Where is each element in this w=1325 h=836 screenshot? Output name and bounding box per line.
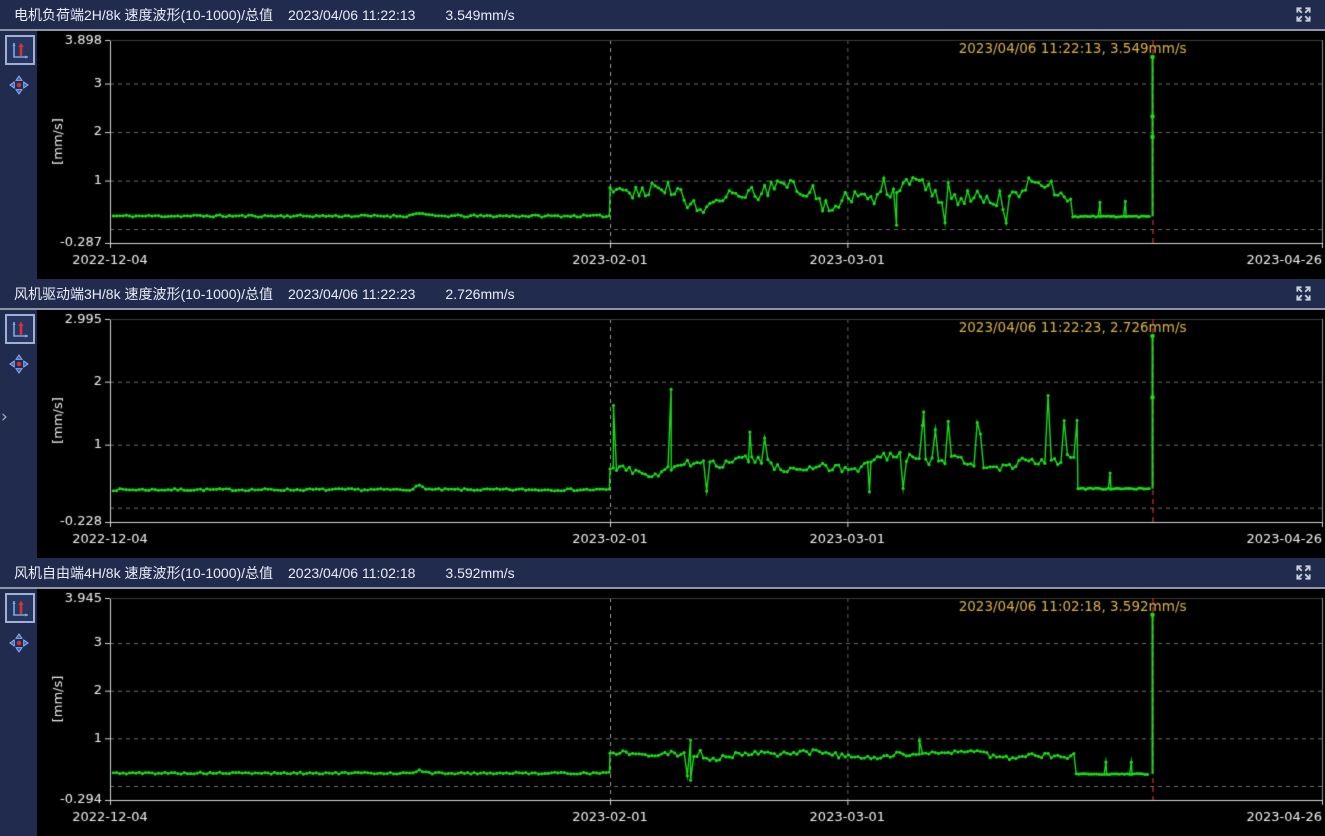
chart-panel-3: 风机自由端4H/8k 速度波形(10-1000)/总值 2023/04/06 1…	[0, 558, 1325, 836]
cursor-value: 2.726mm/s	[445, 285, 515, 302]
channel-title: 风机自由端4H/8k 速度波形(10-1000)/总值	[14, 564, 274, 581]
channel-title: 电机负荷端2H/8k 速度波形(10-1000)/总值	[14, 6, 274, 23]
pan-icon[interactable]	[9, 75, 29, 95]
chart-header: 风机驱动端3H/8k 速度波形(10-1000)/总值 2023/04/06 1…	[0, 279, 1325, 310]
pan-icon[interactable]	[9, 633, 29, 653]
autoscale-axis-button[interactable]	[5, 314, 35, 344]
chart-header: 电机负荷端2H/8k 速度波形(10-1000)/总值 2023/04/06 1…	[0, 0, 1325, 31]
autoscale-axis-button[interactable]	[5, 593, 35, 623]
trend-chart-canvas[interactable]	[37, 310, 1325, 558]
chart-body	[0, 31, 1325, 279]
pan-icon[interactable]	[9, 354, 29, 374]
cursor-timestamp: 2023/04/06 11:22:23	[288, 285, 416, 302]
channel-title: 风机驱动端3H/8k 速度波形(10-1000)/总值	[14, 285, 274, 302]
chart-header: 风机自由端4H/8k 速度波形(10-1000)/总值 2023/04/06 1…	[0, 558, 1325, 589]
cursor-value: 3.592mm/s	[445, 564, 515, 581]
chart-panel-1: 电机负荷端2H/8k 速度波形(10-1000)/总值 2023/04/06 1…	[0, 0, 1325, 279]
chart-toolbar	[0, 589, 37, 836]
chart-body	[0, 589, 1325, 836]
chart-toolbar	[0, 31, 37, 279]
expand-icon[interactable]	[1294, 6, 1312, 24]
chart-body	[0, 310, 1325, 558]
chart-toolbar	[0, 310, 37, 558]
expand-icon[interactable]	[1294, 285, 1312, 303]
chart-panel-2: 风机驱动端3H/8k 速度波形(10-1000)/总值 2023/04/06 1…	[0, 279, 1325, 558]
sidebar-expand-chevron[interactable]: ›	[1, 407, 8, 427]
cursor-timestamp: 2023/04/06 11:22:13	[288, 6, 416, 23]
trend-chart-canvas[interactable]	[37, 31, 1325, 279]
expand-icon[interactable]	[1294, 564, 1312, 582]
autoscale-axis-button[interactable]	[5, 35, 35, 65]
cursor-value: 3.549mm/s	[445, 6, 515, 23]
cursor-timestamp: 2023/04/06 11:02:18	[288, 564, 416, 581]
trend-chart-canvas[interactable]	[37, 589, 1325, 836]
